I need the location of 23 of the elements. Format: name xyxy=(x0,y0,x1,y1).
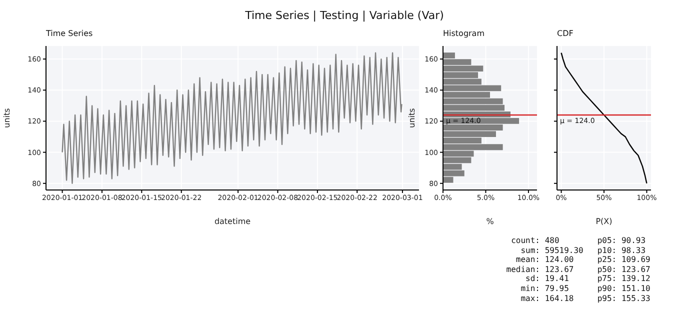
text: p50: 123.67 xyxy=(597,264,650,274)
text: p05: 90.93 xyxy=(597,236,647,246)
text: p90: 151.10 xyxy=(597,284,650,294)
y-axis-title: units xyxy=(2,108,12,128)
text: sum: 59519.30 xyxy=(520,246,584,256)
text: p10: 98.33 xyxy=(597,246,647,256)
text: count: 480 xyxy=(510,236,560,246)
text: min: 79.95 xyxy=(520,284,569,294)
text: max: 164.18 xyxy=(520,294,574,304)
chart-title: Time Series xyxy=(45,28,94,40)
text: sd: 19.41 xyxy=(524,274,569,284)
chart-title: Histogram xyxy=(442,28,486,40)
text: p75: 139.12 xyxy=(597,274,650,284)
text: p95: 155.33 xyxy=(597,294,650,304)
chart-title: CDF xyxy=(556,28,574,40)
x-axis-title: P(X) xyxy=(596,217,612,226)
y-axis-title: units xyxy=(408,108,416,128)
x-axis-title: % xyxy=(486,217,494,226)
text: p25: 109.69 xyxy=(597,255,650,265)
text: mean: 124.00 xyxy=(514,255,574,265)
text: median: 123.67 xyxy=(505,264,574,274)
x-axis-title: datetime xyxy=(214,217,251,226)
text: Time Series | Testing | Variable (Var) xyxy=(244,9,445,22)
